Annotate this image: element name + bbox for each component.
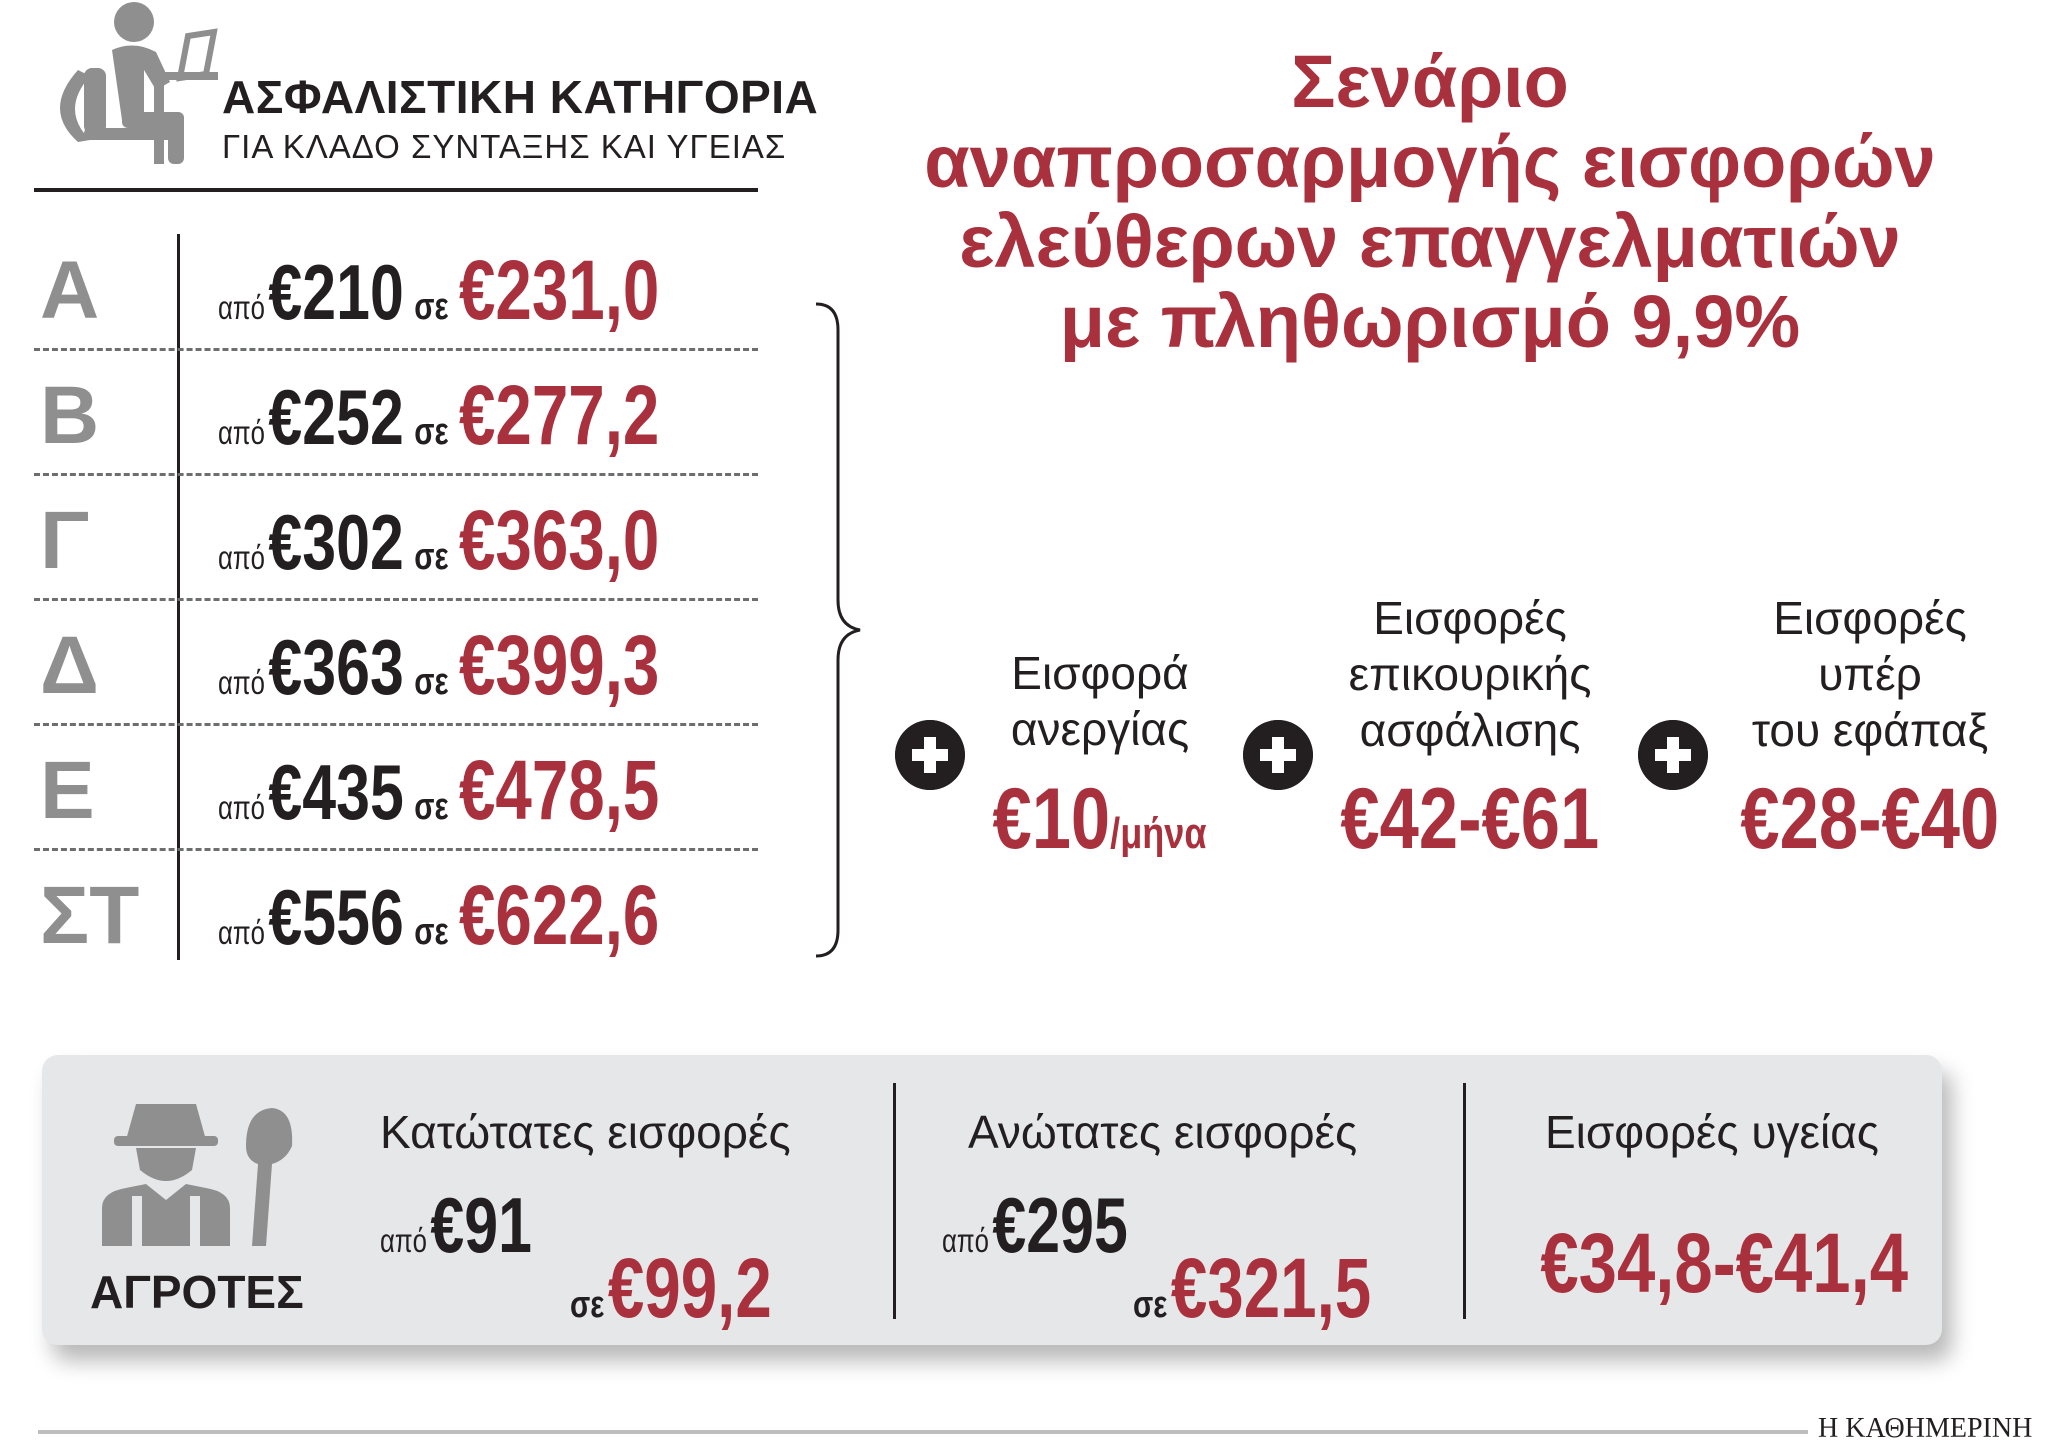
minimum-contributions-title: Κατώτατες εισφορές xyxy=(380,1106,791,1158)
person-at-laptop-icon xyxy=(60,2,218,164)
new-amount: €231,0 xyxy=(458,243,660,337)
scenario-title-line: αναπροσαρμογής εισφορών xyxy=(924,120,1936,203)
category-label-d: Δ xyxy=(40,620,99,711)
value-unit: /μήνα xyxy=(1110,809,1208,858)
auxiliary-insurance-label: Εισφορές επικουρικής ασφάλισης xyxy=(1310,590,1630,758)
to-word: σε xyxy=(414,786,449,828)
label-line: Εισφορές xyxy=(1373,592,1567,644)
from-word: από xyxy=(218,789,265,826)
farmers-label: ΑΓΡΟΤΕΣ xyxy=(90,1266,304,1318)
publisher-logo: Η ΚΑΘΗΜΕΡΙΝΗ xyxy=(1818,1413,2033,1444)
new-amount: €321,5 xyxy=(1170,1241,1372,1335)
header-rule xyxy=(34,188,758,192)
from-word: από xyxy=(218,414,265,451)
category-label-g: Γ xyxy=(40,495,90,586)
column-divider xyxy=(1463,1083,1466,1319)
label-line: υπέρ xyxy=(1818,648,1922,700)
plus-circle-icon xyxy=(895,720,965,790)
scenario-title-line: Σενάριο xyxy=(1291,40,1569,123)
row-separator xyxy=(34,473,758,476)
label-line: Εισφορά xyxy=(1011,647,1189,699)
from-word: από xyxy=(218,664,265,701)
minimum-from: από €91 xyxy=(380,1180,575,1271)
new-amount: €622,6 xyxy=(458,868,660,962)
category-label-b: Β xyxy=(40,370,100,461)
maximum-contributions-title: Ανώτατες εισφορές xyxy=(968,1106,1358,1158)
label-line: Εισφορές xyxy=(1773,592,1967,644)
label-line: του εφάπαξ xyxy=(1751,704,1989,756)
old-amount: €252 xyxy=(268,373,404,461)
old-amount: €435 xyxy=(268,748,404,836)
value-amount: €34,8-€41,4 xyxy=(1540,1216,1909,1310)
value-amount: €28-€40 xyxy=(1740,771,2000,867)
from-word: από xyxy=(942,1222,989,1259)
to-word: σε xyxy=(414,911,449,953)
farmer-with-shovel-icon xyxy=(102,1104,293,1246)
lump-sum-label: Εισφορές υπέρ του εφάπαξ xyxy=(1710,590,2030,758)
to-word: σε xyxy=(414,536,449,578)
table-row: από €302 σε €363,0 xyxy=(218,478,784,603)
health-contributions-value: €34,8-€41,4 xyxy=(1500,1215,1920,1312)
table-row: από €363 σε €399,3 xyxy=(218,603,784,728)
table-row: από €556 σε €622,6 xyxy=(218,853,784,978)
label-line: ασφάλισης xyxy=(1359,704,1581,756)
row-separator xyxy=(34,723,758,726)
maximum-to: σε €321,5 xyxy=(1133,1240,1438,1337)
auxiliary-insurance-value: €42-€61 xyxy=(1300,770,1640,869)
category-header-title: ΑΣΦΑΛΙΣΤΙΚΗ ΚΑΤΗΓΟΡΙΑ xyxy=(222,71,819,123)
table-row: από €252 σε €277,2 xyxy=(218,353,784,478)
column-divider xyxy=(893,1083,896,1319)
plus-circle-icon xyxy=(1243,720,1313,790)
old-amount: €556 xyxy=(268,873,404,961)
category-label-st: ΣΤ xyxy=(40,870,140,961)
unemployment-contribution-label: Εισφορά ανεργίας xyxy=(960,645,1240,757)
old-amount: €295 xyxy=(992,1181,1128,1269)
unemployment-contribution-value: €10/μήνα xyxy=(960,770,1240,869)
to-word: σε xyxy=(414,661,449,703)
row-separator xyxy=(34,848,758,851)
new-amount: €363,0 xyxy=(458,493,660,587)
scenario-title-line: με πληθωρισμό 9,9% xyxy=(1059,280,1801,363)
plus-circle-icon xyxy=(1638,720,1708,790)
table-row: από €210 σε €231,0 xyxy=(218,228,784,353)
category-header-subtitle: ΓΙΑ ΚΛΑΔΟ ΣΥΝΤΑΞΗΣ ΚΑΙ ΥΓΕΙΑΣ xyxy=(222,128,787,165)
footer-rule xyxy=(38,1430,1808,1434)
health-contributions-title: Εισφορές υγείας xyxy=(1545,1106,1879,1158)
old-amount: €302 xyxy=(268,498,404,586)
scenario-title: Σενάριο αναπροσαρμογής εισφορών ελεύθερω… xyxy=(870,42,1990,362)
category-label-e: Ε xyxy=(40,745,95,836)
lump-sum-value: €28-€40 xyxy=(1700,770,2040,869)
table-row: από €435 σε €478,5 xyxy=(218,728,784,853)
label-line: ανεργίας xyxy=(1010,703,1190,755)
scenario-title-line: ελεύθερων επαγγελματιών xyxy=(959,200,1901,283)
label-line: επικουρικής xyxy=(1348,648,1592,700)
value-amount: €42-€61 xyxy=(1340,771,1600,867)
to-word: σε xyxy=(1133,1284,1168,1326)
to-word: σε xyxy=(414,286,449,328)
from-word: από xyxy=(380,1222,427,1259)
curly-brace xyxy=(815,302,861,958)
from-word: από xyxy=(218,289,265,326)
old-amount: €91 xyxy=(430,1181,532,1269)
maximum-from: από €295 xyxy=(942,1180,1180,1271)
category-label-a: Α xyxy=(40,245,100,336)
row-separator xyxy=(34,348,758,351)
new-amount: €478,5 xyxy=(458,743,660,837)
farmers-panel xyxy=(42,1055,1942,1345)
old-amount: €210 xyxy=(268,248,404,336)
table-vertical-rule xyxy=(177,234,180,960)
new-amount: €399,3 xyxy=(458,618,660,712)
row-separator xyxy=(34,598,758,601)
value-amount: €10 xyxy=(992,771,1111,867)
minimum-to: σε €99,2 xyxy=(570,1240,829,1337)
old-amount: €363 xyxy=(268,623,404,711)
new-amount: €99,2 xyxy=(607,1241,772,1335)
from-word: από xyxy=(218,914,265,951)
to-word: σε xyxy=(570,1284,605,1326)
from-word: από xyxy=(218,539,265,576)
new-amount: €277,2 xyxy=(458,368,660,462)
to-word: σε xyxy=(414,411,449,453)
